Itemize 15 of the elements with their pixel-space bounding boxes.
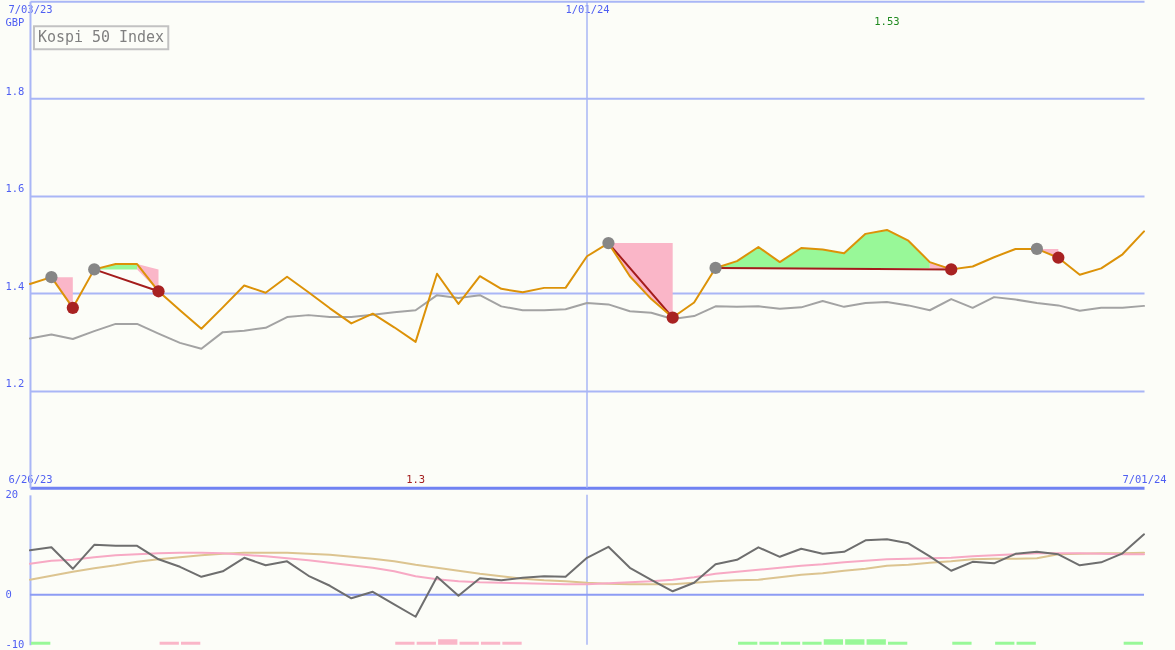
x2-tick-label: 1/01/24: [565, 2, 610, 15]
y-tick-label: 1.8: [5, 85, 25, 98]
annotation: 1.3: [406, 472, 426, 485]
x-tick-label: 7/01/24: [1122, 473, 1167, 486]
x2-tick-label: 7/03/23: [8, 2, 53, 15]
y-tick-label: 1.2: [5, 377, 25, 390]
x-tick-label: 6/26/23: [8, 473, 53, 486]
annotation: 1.53: [874, 15, 900, 28]
y-axis-title: GBP: [5, 15, 25, 28]
text: Kospi 50 Index: [37, 28, 165, 47]
y-tick-label: 1.6: [5, 182, 25, 195]
y-tick-label: 0: [5, 588, 12, 601]
y-tick-label: 20: [5, 488, 19, 501]
y-tick-label: 1.4: [5, 279, 25, 292]
y-tick-label: -10: [5, 638, 25, 650]
